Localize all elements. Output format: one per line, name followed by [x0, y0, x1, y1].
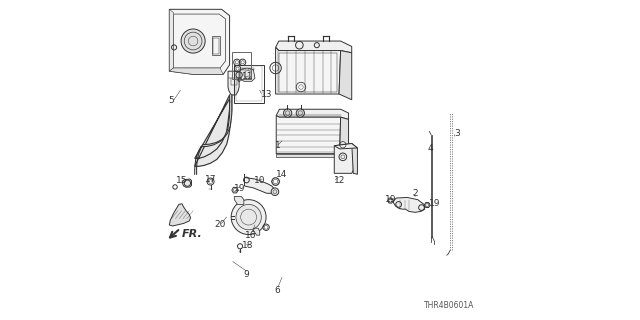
Text: 5: 5: [168, 96, 174, 105]
Polygon shape: [334, 143, 357, 149]
Bar: [243, 68, 246, 69]
Bar: [248, 68, 251, 69]
Text: 11: 11: [243, 72, 254, 81]
Polygon shape: [170, 68, 223, 74]
Text: 16: 16: [245, 231, 256, 240]
Polygon shape: [170, 9, 173, 71]
Polygon shape: [228, 114, 232, 128]
Polygon shape: [388, 198, 393, 203]
Polygon shape: [214, 140, 222, 145]
Polygon shape: [228, 71, 239, 95]
Text: 17: 17: [205, 174, 217, 184]
Text: 19: 19: [234, 184, 246, 193]
Text: 6: 6: [274, 285, 280, 295]
Bar: [234, 65, 264, 103]
Circle shape: [181, 29, 205, 53]
Text: 14: 14: [276, 170, 287, 179]
Polygon shape: [230, 95, 232, 116]
Text: 12: 12: [333, 176, 345, 185]
Circle shape: [231, 200, 266, 235]
Polygon shape: [352, 143, 357, 174]
Polygon shape: [225, 126, 230, 136]
Bar: [232, 52, 252, 79]
Text: 19: 19: [429, 199, 440, 208]
Text: THR4B0601A: THR4B0601A: [424, 301, 474, 310]
Polygon shape: [207, 142, 216, 146]
Text: 15: 15: [176, 176, 188, 185]
Bar: [212, 36, 220, 55]
Polygon shape: [393, 197, 425, 212]
Bar: [213, 38, 219, 54]
Polygon shape: [339, 51, 352, 100]
Text: 3: 3: [454, 130, 460, 139]
Polygon shape: [276, 154, 340, 157]
Polygon shape: [340, 117, 349, 157]
Circle shape: [236, 204, 261, 230]
Polygon shape: [253, 228, 260, 235]
Text: 19: 19: [385, 195, 397, 204]
Circle shape: [284, 109, 292, 117]
Text: 9: 9: [243, 270, 249, 279]
Text: FR.: FR.: [182, 228, 203, 239]
Bar: [236, 67, 262, 101]
Polygon shape: [276, 109, 349, 119]
Polygon shape: [195, 95, 232, 166]
Circle shape: [271, 188, 279, 196]
Text: 1: 1: [275, 141, 281, 150]
Text: 18: 18: [242, 241, 253, 250]
Text: 13: 13: [261, 90, 273, 99]
Polygon shape: [240, 68, 255, 81]
Text: 20: 20: [214, 220, 226, 228]
Polygon shape: [334, 143, 353, 173]
Polygon shape: [276, 47, 340, 94]
Polygon shape: [244, 174, 274, 193]
Polygon shape: [170, 9, 230, 74]
Polygon shape: [276, 116, 340, 154]
Polygon shape: [234, 196, 244, 204]
Bar: [279, 53, 337, 92]
Polygon shape: [220, 134, 227, 142]
Circle shape: [296, 109, 305, 117]
Polygon shape: [276, 41, 352, 53]
Polygon shape: [201, 144, 210, 147]
Bar: [230, 77, 237, 85]
Bar: [240, 68, 243, 69]
Text: 2: 2: [412, 189, 418, 198]
Text: 4: 4: [428, 144, 433, 153]
Bar: [252, 68, 254, 69]
Polygon shape: [170, 204, 191, 226]
Text: 10: 10: [254, 176, 266, 185]
Polygon shape: [424, 203, 430, 207]
Polygon shape: [182, 179, 191, 187]
